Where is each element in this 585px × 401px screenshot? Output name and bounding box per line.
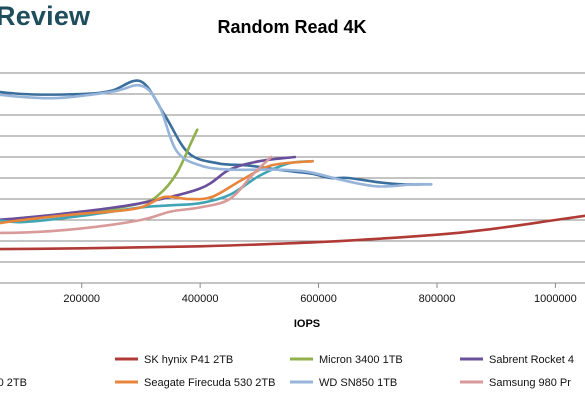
gridlines	[0, 72, 585, 284]
x-axis-label: IOPS	[294, 318, 320, 330]
legend-label-7: Samsung 980 Pr	[489, 377, 571, 389]
series-line-1	[0, 214, 585, 251]
legend-label-5: Seagate Firecuda 530 2TB	[144, 377, 275, 389]
x-tick-label-2: 600000	[300, 293, 337, 305]
x-tick-label-0: 200000	[63, 293, 100, 305]
series-line-5	[0, 159, 314, 225]
legend-label-4: gston KC3000 2TB	[0, 377, 27, 389]
x-axis-ticks: 200000 400000 600000 800000 1000000	[63, 283, 577, 305]
series-line-7	[0, 155, 273, 235]
x-tick-label-1: 400000	[182, 293, 219, 305]
legend-label-3: Sabrent Rocket 4	[489, 354, 574, 366]
x-tick-label-3: 800000	[419, 293, 456, 305]
series-line-6	[0, 83, 433, 188]
series-lines	[0, 79, 585, 251]
legend-label-2: Micron 3400 1TB	[319, 354, 403, 366]
x-tick-label-4: 1000000	[534, 293, 577, 305]
chart-title: Random Read 4K	[217, 17, 366, 37]
brand-logo-text: Review	[0, 1, 91, 31]
legend-label-6: WD SN850 1TB	[319, 377, 397, 389]
legend-label-1: SK hynix P41 2TB	[144, 354, 233, 366]
